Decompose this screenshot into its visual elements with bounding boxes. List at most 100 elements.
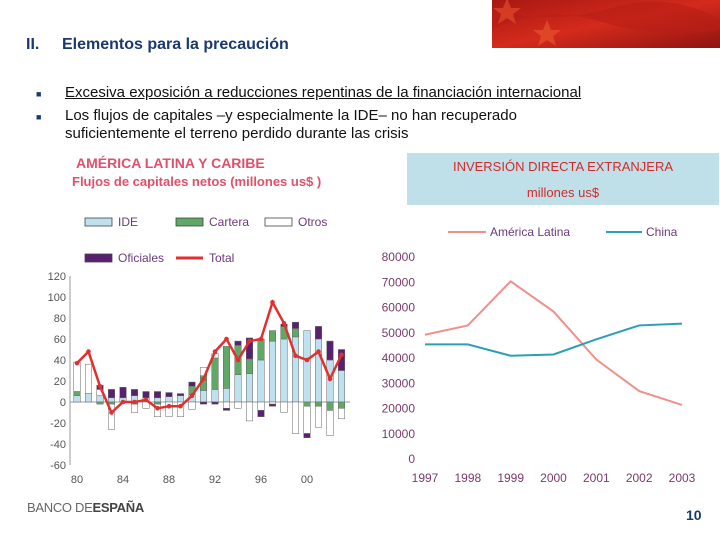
section-title: Elementos para la precaución xyxy=(62,36,289,53)
total-point xyxy=(109,410,114,415)
bar-oficiales xyxy=(188,381,196,387)
bar-otros xyxy=(234,401,242,409)
x-tick-label: 1999 xyxy=(497,471,524,485)
bar-otros xyxy=(73,361,81,392)
bullet-marker: ■ xyxy=(36,89,42,99)
bar-cartera xyxy=(223,346,230,389)
y-tick-label: 100 xyxy=(48,292,66,304)
x-tick-label: 96 xyxy=(255,474,267,486)
legend-label-america-latina: América Latina xyxy=(490,225,570,239)
bar-oficiales xyxy=(292,321,299,329)
bar-ide xyxy=(85,393,92,403)
latam-capital-flows-chart: IDE Cartera Otros Oficiales Total -60 -40 -20 0 2… xyxy=(48,215,350,486)
total-point xyxy=(178,403,183,409)
bar-cartera xyxy=(338,401,345,409)
total-point xyxy=(316,349,321,354)
bar-cartera xyxy=(154,401,161,405)
bar-cartera xyxy=(326,401,334,411)
bar-oficiales xyxy=(303,433,311,438)
bar-ide xyxy=(280,338,288,403)
y-tick-label: 0 xyxy=(60,397,66,409)
bar-oficiales xyxy=(211,401,219,405)
bar-ide xyxy=(223,388,230,403)
y-tick-label: 50000 xyxy=(382,326,416,340)
bar-otros xyxy=(292,401,299,434)
fdi-title-box: INVERSIÓN DIRECTA EXTRANJERA millones us… xyxy=(407,153,719,205)
bar-otros xyxy=(165,401,173,417)
chart1-subtitle: Flujos de capitales netos (millones us$ … xyxy=(72,174,322,189)
bullet-marker: ■ xyxy=(36,112,42,122)
legend-swatch-ide xyxy=(84,217,113,227)
legend-swatch-otros xyxy=(264,217,293,227)
total-point xyxy=(247,338,252,344)
y-tick-label: 30000 xyxy=(382,376,416,390)
legend-label-otros: Otros xyxy=(298,215,327,229)
bar-otros xyxy=(177,401,184,417)
bar-oficiales xyxy=(315,326,322,340)
bar-ide xyxy=(303,330,311,403)
bar-ide xyxy=(154,397,161,403)
y-tick-label: -20 xyxy=(50,418,66,430)
bullet-text-2-line2: suficientemente el terreno perdido duran… xyxy=(65,125,409,142)
bar-ide xyxy=(269,340,276,403)
banco-de-espana-logo: BANCO DEESPAÑA xyxy=(27,500,144,515)
bar-ide xyxy=(96,395,104,403)
bar-oficiales xyxy=(108,389,115,399)
total-point xyxy=(293,353,298,359)
bar-cartera xyxy=(303,401,311,407)
legend-label-oficiales: Oficiales xyxy=(118,251,164,265)
bar-cartera xyxy=(96,401,104,405)
total-point xyxy=(224,336,229,342)
bar-ide xyxy=(211,389,219,403)
bar-ide xyxy=(315,338,322,403)
total-point xyxy=(189,393,195,398)
chart2-title: INVERSIÓN DIRECTA EXTRANJERA xyxy=(452,159,674,174)
bar-oficiales xyxy=(142,391,150,399)
bar-ide xyxy=(177,395,184,403)
bar-otros xyxy=(280,401,288,413)
total-point xyxy=(212,349,218,354)
bar-otros xyxy=(246,401,253,422)
bar-cartera xyxy=(257,338,265,361)
x-tick-label: 92 xyxy=(209,474,221,486)
x-tick-label: 84 xyxy=(117,474,129,486)
total-point xyxy=(327,376,333,382)
total-point xyxy=(74,360,80,366)
bar-cartera xyxy=(269,330,276,342)
total-point xyxy=(143,397,149,403)
star-icon xyxy=(493,0,521,24)
bar-otros xyxy=(85,363,92,394)
bullet-text-1: Excesiva exposición a reducciones repent… xyxy=(65,84,582,101)
bar-oficiales xyxy=(234,340,242,346)
bar-oficiales xyxy=(326,340,334,361)
bar-cartera xyxy=(73,391,81,396)
total-point xyxy=(304,357,310,363)
y-tick-label: 80000 xyxy=(382,250,416,264)
bar-cartera xyxy=(315,401,322,407)
total-point xyxy=(235,357,241,363)
bar-oficiales xyxy=(177,393,184,396)
flag-decoration xyxy=(492,0,720,48)
total-point xyxy=(201,376,206,382)
total-point xyxy=(270,299,275,305)
bar-otros xyxy=(108,403,115,430)
chart1-title: AMÉRICA LATINA Y CARIBE xyxy=(76,155,265,171)
total-point xyxy=(132,399,137,405)
bar-cartera xyxy=(211,357,219,390)
star-icon xyxy=(533,20,561,46)
bar-otros xyxy=(269,401,276,405)
legend-label-total: Total xyxy=(209,251,234,265)
bar-oficiales xyxy=(131,389,138,396)
x-tick-label: 2003 xyxy=(669,471,696,485)
america-latina-line xyxy=(424,279,683,406)
y-tick-label: 80 xyxy=(54,313,66,325)
x-tick-label: 1998 xyxy=(454,471,481,485)
bar-ide xyxy=(165,396,173,403)
y-tick-label: -60 xyxy=(50,460,66,472)
x-tick-label: 00 xyxy=(301,474,313,486)
total-line xyxy=(76,299,343,415)
legend-swatch-cartera xyxy=(175,217,204,227)
x-tick-label: 1997 xyxy=(412,471,439,485)
bar-otros xyxy=(257,401,265,411)
y-tick-label: 20000 xyxy=(382,402,416,416)
